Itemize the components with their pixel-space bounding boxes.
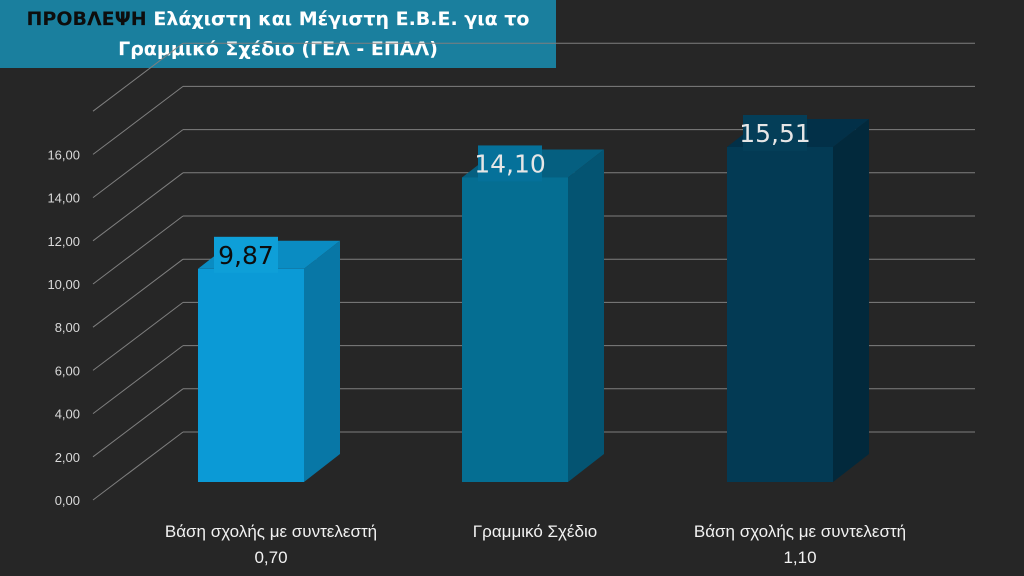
y-tick-label: 14,00 — [47, 191, 80, 206]
gridline-diagonal — [92, 302, 184, 371]
data-label: 9,87 — [218, 241, 274, 270]
y-tick-label: 10,00 — [47, 277, 80, 292]
title-prefix: ΠΡΟΒΛΕΨΗ — [26, 8, 147, 30]
gridline-diagonal — [92, 258, 184, 328]
y-tick-label: 2,00 — [55, 450, 80, 465]
category-label: Βάση σχολής με συντελεστή 0,70 — [165, 522, 377, 567]
bar — [462, 177, 568, 482]
y-axis-tick-labels: 0,00 2,00 4,00 6,00 8,00 10,00 12,00 14,00 16,00 — [47, 147, 80, 508]
data-label-box — [743, 114, 807, 151]
y-tick-label: 6,00 — [55, 363, 80, 378]
gridline-diagonal — [92, 129, 184, 198]
bar-side — [568, 149, 604, 482]
y-tick-label: 16,00 — [47, 147, 80, 162]
gridline-diagonal — [92, 345, 184, 414]
bar — [727, 146, 833, 482]
category-label: Βάση σχολής με συντελεστή 1,10 — [694, 522, 906, 567]
gridline-diagonal — [92, 388, 184, 458]
gridline-diagonal — [92, 431, 184, 501]
y-tick-label: 0,00 — [55, 493, 80, 508]
bar-side — [304, 240, 340, 482]
data-label-box — [478, 145, 542, 182]
gridline-diagonal — [92, 86, 184, 155]
bar-side — [833, 118, 869, 482]
data-label-box — [214, 236, 278, 273]
bar — [198, 268, 304, 482]
gridline-diagonal — [92, 172, 184, 242]
data-label: 14,10 — [474, 149, 546, 178]
chart-title: ΠΡΟΒΛΕΨΗ Ελάχιστη και Μέγιστη Ε.Β.Ε. για… — [0, 0, 556, 68]
x-axis-category-labels: Βάση σχολής με συντελεστή 0,70 Γραμμικό Σχ… — [165, 522, 906, 567]
title-line-1: ΠΡΟΒΛΕΨΗ Ελάχιστη και Μέγιστη Ε.Β.Ε. για… — [0, 4, 556, 34]
bars — [198, 118, 869, 482]
gridline-diagonal — [92, 215, 184, 285]
data-label: 15,51 — [739, 119, 811, 148]
gridline-diagonal — [92, 42, 184, 112]
y-tick-label: 12,00 — [47, 234, 80, 249]
y-tick-label: 4,00 — [55, 407, 80, 422]
category-label: Γραμμικό Σχέδιο — [473, 522, 597, 541]
title-main-text: Ελάχιστη και Μέγιστη Ε.Β.Ε. για το — [153, 8, 530, 30]
y-tick-label: 8,00 — [55, 320, 80, 335]
data-labels: 9,87 14,10 15,51 — [214, 114, 811, 273]
